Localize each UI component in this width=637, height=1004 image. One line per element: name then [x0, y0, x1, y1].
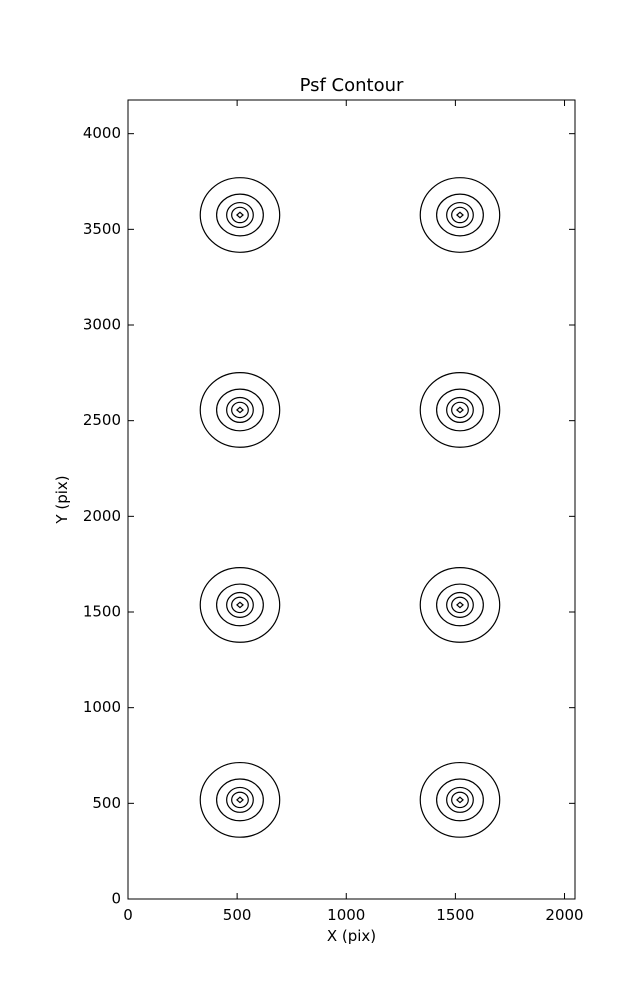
contour-clusters [199, 177, 501, 838]
contour-ring [451, 206, 469, 224]
contour-cluster [199, 567, 281, 643]
axis-ticks: 0 500 1000 1500 2000 0 500 1000 1500 2000 2500 3000… [83, 100, 584, 924]
x-tick-label: 0 [123, 906, 133, 924]
contour-ring [419, 372, 501, 448]
contour-ring [446, 396, 474, 423]
contour-ring [451, 596, 469, 614]
contour-ring [216, 778, 264, 822]
x-tick-label: 1500 [436, 906, 474, 924]
y-tick-label: 3000 [83, 316, 121, 334]
contour-ring [199, 372, 281, 448]
contour-cluster [419, 372, 501, 448]
y-tick-label: 1500 [83, 603, 121, 621]
contour-ring [199, 177, 281, 253]
y-tick-label: 500 [92, 794, 121, 812]
x-axis-label: X (pix) [327, 927, 376, 945]
y-axis-label: Y (pix) [53, 475, 71, 524]
contour-ring [446, 201, 474, 229]
contour-center-diamond [236, 406, 244, 414]
contour-ring [419, 177, 501, 253]
contour-cluster [419, 567, 501, 643]
x-tick-label: 1000 [327, 906, 365, 924]
contour-ring [216, 388, 264, 432]
contour-ring [446, 591, 474, 618]
plot-border [127, 99, 576, 900]
x-tick-label: 2000 [545, 906, 583, 924]
y-tick-label: 4000 [83, 124, 121, 142]
contour-cluster [199, 372, 281, 448]
contour-center-diamond [456, 211, 464, 219]
contour-ring [231, 596, 249, 614]
x-tick-label: 500 [223, 906, 252, 924]
contour-ring [446, 786, 474, 813]
contour-ring [436, 778, 484, 822]
contour-ring [436, 583, 484, 627]
contour-ring [451, 791, 469, 809]
contour-ring [226, 591, 254, 618]
contour-ring [231, 791, 249, 809]
contour-ring [199, 567, 281, 643]
contour-ring [231, 401, 249, 419]
contour-cluster [199, 177, 281, 253]
y-tick-label: 0 [111, 890, 121, 908]
contour-center-diamond [236, 796, 244, 804]
contour-cluster [419, 761, 501, 838]
contour-ring [216, 193, 264, 237]
contour-center-diamond [236, 211, 244, 219]
contour-ring [231, 206, 249, 224]
contour-ring [436, 388, 484, 432]
contour-ring [451, 401, 469, 419]
contour-ring [436, 193, 484, 237]
y-tick-label: 2000 [83, 507, 121, 525]
contour-ring [216, 583, 264, 627]
contour-ring [226, 201, 254, 229]
contour-ring [226, 396, 254, 423]
contour-ring [199, 761, 281, 838]
plot-title: Psf Contour [300, 75, 404, 96]
contour-ring [419, 761, 501, 838]
y-tick-label: 2500 [83, 411, 121, 429]
y-tick-label: 1000 [83, 698, 121, 716]
contour-center-diamond [236, 601, 244, 609]
contour-ring [226, 786, 254, 813]
contour-center-diamond [456, 601, 464, 609]
contour-cluster [199, 761, 281, 838]
contour-ring [419, 567, 501, 643]
contour-center-diamond [456, 796, 464, 804]
y-tick-label: 3500 [83, 220, 121, 238]
contour-center-diamond [456, 406, 464, 414]
contour-cluster [419, 177, 501, 253]
